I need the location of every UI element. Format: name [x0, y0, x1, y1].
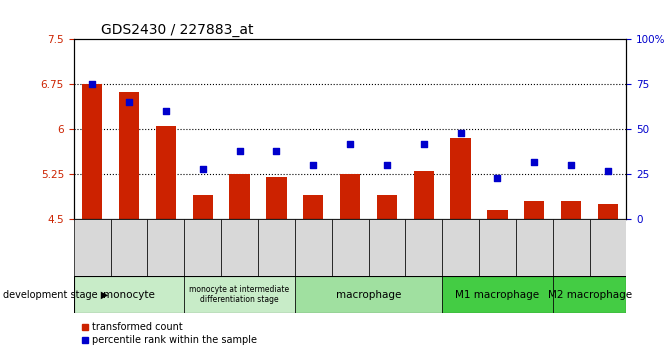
Point [161, 108, 172, 114]
Point [455, 130, 466, 136]
Bar [340, 175, 360, 219]
Point [565, 162, 576, 168]
Point [87, 81, 98, 87]
Legend: transformed count, percentile rank within the sample: transformed count, percentile rank withi… [78, 319, 261, 349]
Text: M2 macrophage: M2 macrophage [547, 290, 632, 300]
FancyBboxPatch shape [553, 219, 590, 276]
FancyBboxPatch shape [111, 219, 147, 276]
Bar [155, 126, 176, 219]
Text: monocyte at intermediate
differentiation stage: monocyte at intermediate differentiation… [190, 285, 289, 304]
Bar [192, 195, 213, 219]
FancyBboxPatch shape [74, 219, 111, 276]
Bar [413, 171, 434, 219]
Bar [487, 210, 508, 219]
Text: macrophage: macrophage [336, 290, 401, 300]
Point [492, 175, 502, 181]
Bar [303, 195, 324, 219]
Bar [561, 201, 582, 219]
FancyBboxPatch shape [221, 219, 258, 276]
FancyBboxPatch shape [258, 219, 295, 276]
Point [197, 166, 208, 172]
FancyBboxPatch shape [74, 276, 184, 313]
FancyBboxPatch shape [516, 219, 553, 276]
FancyBboxPatch shape [369, 219, 405, 276]
Text: GDS2430 / 227883_at: GDS2430 / 227883_at [101, 23, 254, 36]
Bar [450, 138, 471, 219]
Bar [119, 92, 139, 219]
FancyBboxPatch shape [442, 219, 479, 276]
Point [344, 141, 355, 147]
Bar [598, 205, 618, 219]
Text: monocyte: monocyte [103, 290, 155, 300]
FancyBboxPatch shape [147, 219, 184, 276]
Bar [229, 175, 250, 219]
Point [602, 168, 613, 173]
Point [308, 162, 319, 168]
Point [234, 148, 245, 154]
Point [271, 148, 281, 154]
FancyBboxPatch shape [553, 276, 626, 313]
FancyBboxPatch shape [184, 276, 295, 313]
Point [529, 159, 539, 165]
FancyBboxPatch shape [590, 219, 626, 276]
Bar [82, 84, 103, 219]
FancyBboxPatch shape [442, 276, 553, 313]
FancyBboxPatch shape [332, 219, 368, 276]
FancyBboxPatch shape [479, 219, 516, 276]
Bar [266, 177, 287, 219]
Point [418, 141, 429, 147]
FancyBboxPatch shape [405, 219, 442, 276]
Bar [377, 195, 397, 219]
Point [381, 162, 392, 168]
Point [123, 99, 134, 105]
FancyBboxPatch shape [295, 219, 332, 276]
Text: development stage ▶: development stage ▶ [3, 290, 109, 300]
Text: M1 macrophage: M1 macrophage [456, 290, 539, 300]
FancyBboxPatch shape [295, 276, 442, 313]
Bar [524, 201, 545, 219]
FancyBboxPatch shape [184, 219, 221, 276]
